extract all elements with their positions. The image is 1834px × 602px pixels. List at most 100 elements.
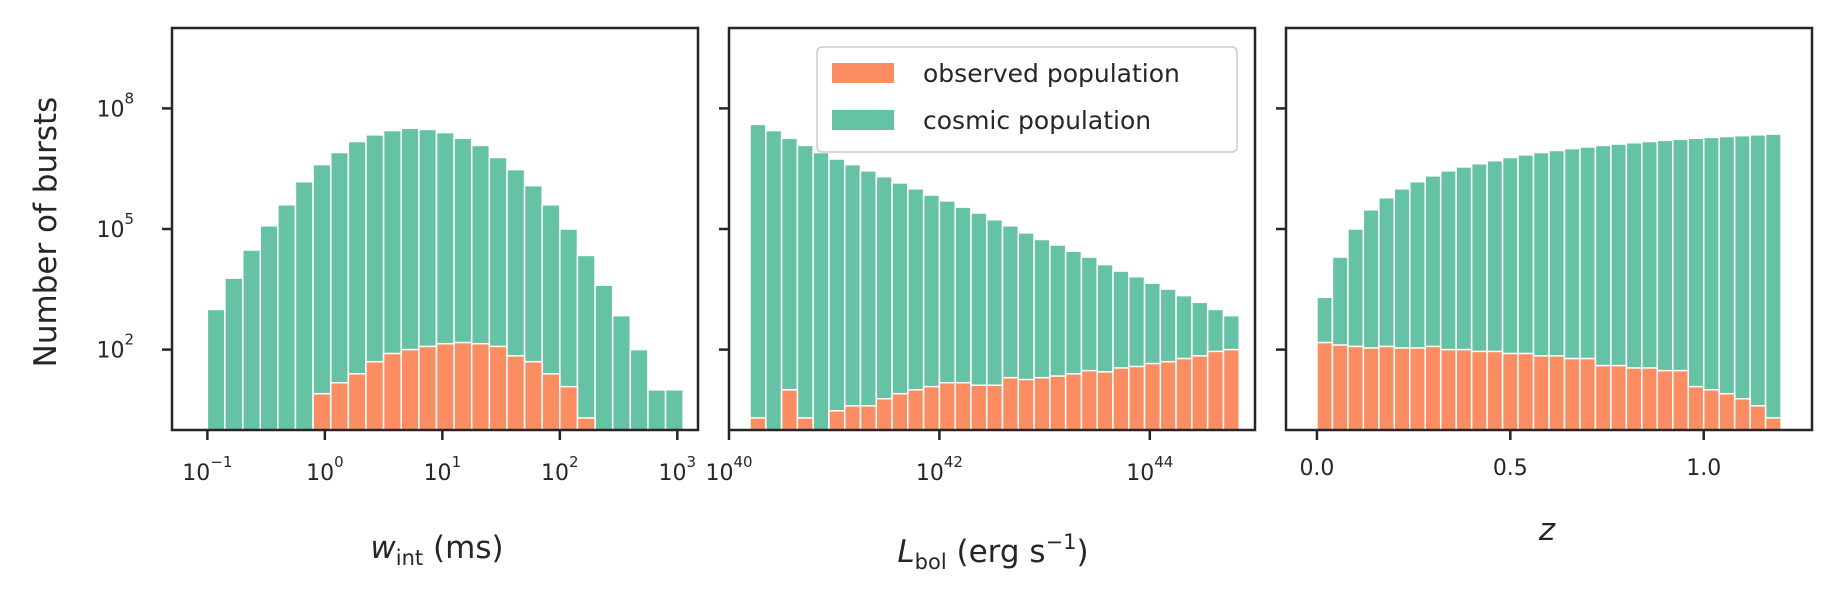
y-tick-label: 105 bbox=[96, 210, 134, 243]
bar-cosmic bbox=[1718, 135, 1736, 431]
bar-cosmic bbox=[891, 182, 909, 431]
bar-cosmic bbox=[843, 163, 862, 431]
x-tick-label: 1040 bbox=[705, 453, 752, 486]
bar-cosmic bbox=[828, 158, 846, 431]
y-axis-label: Number of bursts bbox=[28, 97, 64, 368]
bar-observed bbox=[347, 373, 367, 431]
bar-observed bbox=[418, 345, 438, 431]
bar-cosmic bbox=[875, 175, 893, 431]
bar-observed bbox=[1610, 364, 1628, 431]
bar-observed bbox=[1486, 350, 1504, 431]
x-tick-label: 103 bbox=[659, 453, 697, 486]
bar-observed bbox=[1579, 357, 1597, 431]
bar-observed bbox=[1501, 352, 1519, 431]
x-axis-label-w-int: wint (ms) bbox=[370, 530, 503, 570]
bar-observed bbox=[1764, 417, 1782, 431]
bar-observed bbox=[1001, 376, 1020, 431]
bar-observed bbox=[1718, 392, 1736, 431]
bar-observed bbox=[541, 373, 561, 431]
bar-observed bbox=[875, 397, 893, 431]
bar-observed bbox=[828, 410, 846, 431]
bar-cosmic bbox=[859, 170, 878, 431]
bar-observed bbox=[796, 417, 814, 431]
bar-observed bbox=[1733, 397, 1751, 431]
bar-observed bbox=[1393, 347, 1411, 431]
bar-cosmic bbox=[1764, 133, 1782, 431]
x-tick-label: 1044 bbox=[1126, 453, 1173, 486]
bar-observed bbox=[470, 342, 491, 431]
bar-observed bbox=[1347, 345, 1365, 431]
bar-observed bbox=[523, 360, 543, 431]
bar-observed bbox=[1017, 378, 1035, 431]
bar-observed bbox=[435, 342, 455, 431]
bar-observed bbox=[312, 392, 332, 431]
bar-observed bbox=[1096, 371, 1114, 431]
bar-observed bbox=[1143, 362, 1162, 431]
bar-cosmic bbox=[629, 348, 649, 431]
bar-observed bbox=[400, 348, 420, 431]
bar-cosmic bbox=[765, 129, 783, 431]
bar-observed bbox=[382, 352, 402, 431]
x-axis-label-l-bol: Lbol (erg s−1) bbox=[897, 530, 1088, 574]
bar-observed bbox=[1064, 373, 1083, 431]
bar-cosmic bbox=[259, 225, 279, 431]
bar-cosmic bbox=[206, 308, 226, 431]
bar-observed bbox=[1548, 355, 1566, 431]
bar-observed bbox=[1424, 345, 1442, 431]
y-tick-label: 108 bbox=[96, 89, 134, 122]
bar-observed bbox=[1625, 367, 1643, 431]
bar-observed bbox=[1316, 341, 1334, 431]
bar-observed bbox=[1656, 369, 1674, 431]
bar-observed bbox=[1033, 376, 1051, 431]
x-tick-label: 102 bbox=[541, 453, 579, 486]
x-tick-label: 0.0 bbox=[1299, 456, 1334, 481]
bar-observed bbox=[1563, 357, 1581, 431]
bar-cosmic bbox=[611, 314, 632, 431]
bar-observed bbox=[1455, 348, 1473, 431]
bar-observed bbox=[1128, 365, 1146, 431]
bar-observed bbox=[859, 405, 878, 431]
bar-observed bbox=[1378, 345, 1396, 431]
bar-observed bbox=[1517, 352, 1535, 431]
legend-label-observed: observed population bbox=[923, 59, 1180, 88]
bar-cosmic bbox=[796, 144, 814, 431]
bar-cosmic bbox=[294, 180, 314, 431]
legend-label-cosmic: cosmic population bbox=[923, 106, 1151, 135]
bar-observed bbox=[1331, 344, 1349, 431]
bar-observed bbox=[1439, 348, 1457, 431]
bar-observed bbox=[1409, 347, 1426, 431]
bar-observed bbox=[559, 385, 579, 431]
legend: observed population cosmic population bbox=[816, 46, 1238, 153]
bar-observed bbox=[749, 417, 767, 431]
bar-cosmic bbox=[241, 249, 262, 431]
panel-w-int: 10−1 100 101 102 103 102 105 108 bbox=[96, 26, 700, 486]
bar-observed bbox=[1749, 405, 1767, 431]
bar-observed bbox=[938, 381, 956, 431]
bar-cosmic bbox=[647, 389, 667, 431]
bar-cosmic bbox=[780, 137, 799, 431]
bar-cosmic bbox=[224, 277, 244, 431]
bar-observed bbox=[1222, 348, 1240, 431]
bar-cosmic bbox=[312, 163, 332, 431]
x-tick-label: 101 bbox=[424, 453, 462, 486]
legend-swatch-cosmic bbox=[832, 110, 894, 130]
panel-redshift: 0.0 0.5 1.0 bbox=[1276, 26, 1814, 481]
bar-observed bbox=[1191, 355, 1209, 431]
x-axis-label-redshift: z bbox=[1538, 512, 1556, 548]
x-tick-label: 0.5 bbox=[1493, 456, 1528, 481]
bar-cosmic bbox=[277, 204, 297, 431]
bar-observed bbox=[954, 381, 972, 431]
legend-swatch-observed bbox=[832, 63, 894, 83]
bar-observed bbox=[365, 360, 385, 431]
legend-frame bbox=[816, 46, 1238, 153]
bar-observed bbox=[1702, 389, 1720, 431]
y-tick-label: 102 bbox=[96, 331, 134, 364]
bar-observed bbox=[970, 384, 988, 431]
bar-cosmic bbox=[594, 284, 614, 431]
bar-observed bbox=[985, 384, 1004, 431]
bar-observed bbox=[1362, 347, 1380, 431]
x-tick-label: 1.0 bbox=[1686, 456, 1721, 481]
bar-observed bbox=[1594, 364, 1612, 431]
bar-observed bbox=[1470, 350, 1488, 431]
